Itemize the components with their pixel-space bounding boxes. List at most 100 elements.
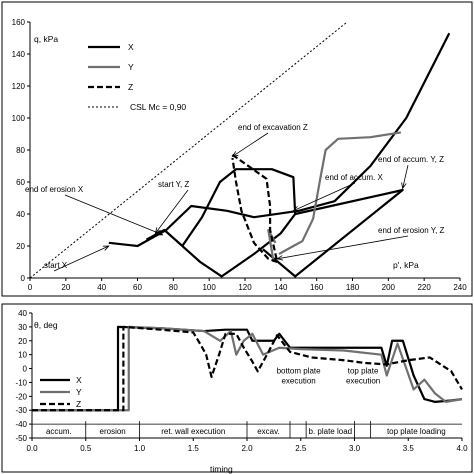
legend-label: Z	[76, 399, 81, 409]
stage-header-label: bottom plate	[277, 367, 322, 376]
bottom-chart-legend: XYZ	[40, 375, 82, 409]
bottom-x-tick-label: 2.5	[295, 444, 307, 453]
legend-label: Z	[128, 82, 133, 92]
annotation-label: end of erosion X	[25, 185, 84, 194]
top-x-tick-label: 40	[97, 283, 106, 292]
series-line-z	[231, 153, 279, 264]
series-line-z	[32, 325, 463, 412]
bottom-y-tick-label: 40	[18, 309, 27, 318]
legend-label: Y	[128, 62, 134, 72]
annotation-label: start X	[44, 261, 68, 270]
top-chart-series	[29, 21, 451, 279]
annotation-arrow	[155, 189, 189, 234]
bottom-x-tick-label: 1.0	[134, 444, 146, 453]
top-y-tick-label: 40	[16, 210, 25, 219]
top-y-tick-label: 20	[16, 242, 25, 251]
top-x-tick-label: 240	[453, 283, 467, 292]
series-line-y	[278, 131, 402, 255]
annotation-arrow	[402, 164, 409, 189]
bottom-y-tick-label: -50	[15, 434, 27, 443]
stage-header-label: execution	[346, 377, 380, 386]
bottom-x-tick-label: 1.5	[188, 444, 200, 453]
series-line-x	[108, 32, 451, 248]
bottom-chart-axes: -50 -40 -30 -20 -10 0 10 20 30 40 0.0 0.5 1.0 1.5 2.0 2…	[15, 309, 468, 453]
annotation-arrow	[232, 132, 269, 157]
bottom-y-tick-label: 30	[18, 323, 27, 332]
legend-label: Y	[76, 387, 82, 397]
top-y-tick-label: 120	[12, 82, 26, 91]
bottom-y-tick-label: -10	[15, 378, 27, 387]
top-chart-frame	[1, 1, 473, 297]
top-x-tick-label: 200	[382, 283, 396, 292]
bottom-chart-frame	[1, 303, 473, 473]
bottom-chart-stages: accum. erosion ret. wall execution excav. b.…	[32, 367, 462, 438]
bottom-y-tick-label: 0	[23, 365, 28, 374]
top-x-tick-label: 100	[202, 283, 216, 292]
annotation-label: end of erosion Y, Z	[378, 226, 445, 235]
bottom-x-tick-label: 4.0	[456, 444, 468, 453]
legend-label: CSL Mc = 0,90	[130, 102, 186, 112]
top-y-tick-label: 60	[16, 178, 25, 187]
stage-label: top plate loading	[387, 427, 446, 436]
annotation-arrow	[53, 245, 109, 272]
bottom-x-tick-label: 3.5	[403, 444, 415, 453]
top-y-axis-label: q, kPa	[34, 34, 58, 44]
stage-label: ret. wall execution	[161, 427, 225, 436]
annotation-arrowhead	[156, 230, 164, 236]
bottom-x-tick-label: 0.0	[26, 444, 38, 453]
annotation-arrowhead	[231, 151, 239, 157]
top-chart-axes: 0 20 40 60 80 100 120 140 160 180 200 220 240 0 20 40 60…	[12, 18, 468, 292]
bottom-x-tick-label: 2.0	[241, 444, 253, 453]
stage-label: excav.	[257, 427, 280, 436]
top-x-axis-label: p', kPa	[393, 260, 419, 270]
bottom-y-tick-label: 10	[18, 351, 27, 360]
bottom-y-axis-label: θ, deg	[34, 320, 58, 330]
series-line-y	[32, 325, 463, 412]
top-y-tick-label: 80	[16, 146, 25, 155]
stage-header-label: execution	[281, 377, 315, 386]
top-chart-legend: XYZ CSL Mc = 0,90	[88, 42, 186, 112]
annotation-label: end of excavation Z	[238, 123, 308, 132]
rotation-timing-chart: -50 -40 -30 -20 -10 0 10 20 30 40 0.0 0.5 1.0 1.5 2.0 2…	[1, 303, 473, 474]
bottom-x-axis-label: timing	[210, 464, 233, 474]
top-x-tick-label: 20	[61, 283, 70, 292]
annotation-arrowhead	[102, 245, 110, 251]
top-x-tick-label: 140	[274, 283, 288, 292]
top-y-tick-label: 0	[21, 274, 26, 283]
annotation-label: end of accum. Y, Z	[378, 155, 444, 164]
annotation-arrowhead	[292, 206, 300, 212]
top-x-tick-label: 180	[346, 283, 360, 292]
series-line-x	[262, 188, 404, 278]
bottom-x-tick-label: 3.0	[349, 444, 361, 453]
stage-header-label: top plate	[348, 367, 379, 376]
top-chart-annotations: end of excavation Z start Y, Z end of eros…	[25, 123, 445, 272]
bottom-y-tick-label: 20	[18, 337, 27, 346]
bottom-x-tick-label: 0.5	[80, 444, 92, 453]
annotation-arrowhead	[276, 255, 284, 261]
top-x-tick-label: 220	[417, 283, 431, 292]
stage-label: accum.	[46, 427, 72, 436]
bottom-chart-series	[32, 325, 463, 412]
annotation-arrowhead	[401, 182, 407, 190]
stage-label: erosion	[100, 427, 126, 436]
bottom-y-tick-label: -30	[15, 406, 27, 415]
annotation-arrow	[293, 182, 356, 212]
legend-label: X	[128, 42, 134, 52]
bottom-y-tick-label: -40	[15, 420, 27, 429]
legend-label: X	[76, 375, 82, 385]
top-y-tick-label: 100	[12, 114, 26, 123]
top-y-tick-label: 160	[12, 18, 26, 27]
annotation-arrow	[277, 235, 409, 260]
bottom-y-tick-label: -20	[15, 392, 27, 401]
stage-label: b. plate load	[309, 427, 353, 436]
stress-path-chart: 0 20 40 60 80 100 120 140 160 180 200 220 240 0 20 40 60…	[1, 1, 473, 297]
annotation-label: end of accum. X	[325, 173, 383, 182]
annotation-label: start Y, Z	[158, 180, 189, 189]
top-y-tick-label: 140	[12, 50, 26, 59]
top-x-tick-label: 120	[238, 283, 252, 292]
top-x-tick-label: 80	[169, 283, 178, 292]
annotation-arrow	[64, 194, 163, 236]
series-line-csl-mc-0-90	[29, 21, 348, 279]
top-x-tick-label: 0	[28, 283, 33, 292]
